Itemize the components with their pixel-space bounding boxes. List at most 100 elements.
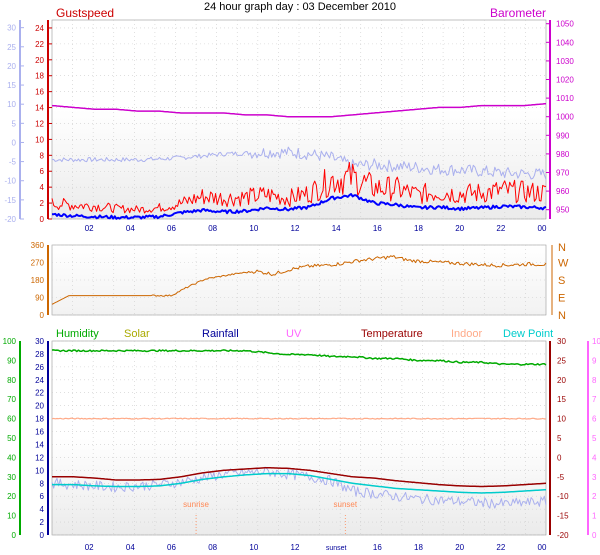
temp-right-tick-label: 20 — [557, 376, 566, 385]
uv-tick-label: 5 — [592, 434, 597, 443]
speed-tick-label: 12 — [35, 119, 44, 128]
x-tick-label: 02 — [85, 224, 94, 233]
speed-tick-label: 20 — [35, 56, 44, 65]
legend-item: Dew Point — [503, 328, 553, 340]
temp-tick-label: 12 — [35, 453, 44, 462]
compass-label: E — [558, 293, 565, 305]
speed-tick-label: 16 — [35, 88, 44, 97]
temp-tick-label: 24 — [35, 376, 44, 385]
baro-tick-label: 970 — [556, 169, 570, 178]
uv-tick-label: 9 — [592, 356, 597, 365]
temp-tick-label: 25 — [7, 43, 16, 52]
temp-tick-label: -20 — [4, 215, 16, 224]
uv-tick-label: 7 — [592, 395, 597, 404]
x-tick-label: 04 — [126, 543, 135, 552]
speed-tick-label: 2 — [40, 199, 45, 208]
x-tick-label: 18 — [414, 224, 423, 233]
uv-tick-label: 2 — [592, 492, 597, 501]
temp-right-tick-label: -20 — [557, 531, 569, 540]
x-tick-label: 22 — [496, 543, 505, 552]
temp-tick-label: 26 — [35, 363, 44, 372]
x-tick-label: 08 — [208, 224, 217, 233]
speed-tick-label: 22 — [35, 40, 44, 49]
speed-tick-label: 18 — [35, 72, 44, 81]
uv-tick-label: 4 — [592, 453, 597, 462]
uv-tick-label: 0 — [592, 531, 597, 540]
temp-right-tick-label: -15 — [557, 512, 569, 521]
compass-label: N — [558, 310, 566, 322]
temp-right-tick-label: 30 — [557, 337, 566, 346]
indoor-line — [51, 417, 547, 420]
compass-label: W — [558, 258, 569, 270]
chart-title: 24 hour graph day : 03 December 2010 — [204, 1, 396, 13]
temp-tick-label: 30 — [7, 24, 16, 33]
x-tick-label: 04 — [126, 224, 135, 233]
legend-item: Indoor — [451, 328, 483, 340]
temp-tick-label: 20 — [35, 402, 44, 411]
temp-tick-label: 15 — [7, 81, 16, 90]
uv-tick-label: 1 — [592, 512, 597, 521]
speed-tick-label: 4 — [40, 183, 45, 192]
x-tick-label: 16 — [373, 543, 382, 552]
temp-tick-label: 14 — [35, 440, 44, 449]
temp-tick-label: 22 — [35, 389, 44, 398]
gustspeed-line — [51, 162, 547, 214]
temp-right-tick-label: 25 — [557, 356, 566, 365]
humidity-tick-label: 10 — [7, 512, 16, 521]
humidity-tick-label: 50 — [7, 434, 16, 443]
temp-tick-label: 16 — [35, 428, 44, 437]
baro-tick-label: 1010 — [556, 94, 574, 103]
x-tick-label: 06 — [167, 543, 176, 552]
direction-tick-label: 90 — [35, 294, 44, 303]
baro-tick-label: 1030 — [556, 57, 574, 66]
x-tick-label: 08 — [208, 543, 217, 552]
legend-item: Temperature — [361, 328, 423, 340]
speed-tick-label: 6 — [40, 167, 45, 176]
x-tick-label: sunset — [326, 545, 347, 552]
speed-tick-label: 24 — [35, 24, 44, 33]
humidity-tick-label: 20 — [7, 492, 16, 501]
temp-tick-label: 5 — [12, 119, 17, 128]
x-tick-label: 00 — [538, 543, 547, 552]
humidity-tick-label: 60 — [7, 415, 16, 424]
baro-tick-label: 960 — [556, 187, 570, 196]
temp-tick-label: -5 — [9, 158, 17, 167]
uv-tick-label: 3 — [592, 473, 597, 482]
temperature-line — [52, 466, 547, 488]
x-tick-label: 10 — [249, 224, 258, 233]
x-tick-label: 06 — [167, 224, 176, 233]
humidity-tick-label: 70 — [7, 395, 16, 404]
baro-tick-label: 1000 — [556, 113, 574, 122]
temp-tick-label: 10 — [7, 100, 16, 109]
x-tick-label: 22 — [496, 224, 505, 233]
humidity-tick-label: 90 — [7, 356, 16, 365]
plot-area-top — [51, 19, 547, 220]
direction-tick-label: 0 — [40, 311, 45, 320]
humidity-tick-label: 80 — [7, 376, 16, 385]
barometer-line — [51, 102, 547, 118]
sunrise-label: sunrise — [183, 500, 209, 509]
baro-tick-label: 1050 — [556, 20, 574, 29]
wind-direction-line — [51, 255, 547, 305]
temp-tick-label: 0 — [12, 138, 17, 147]
temp-tick-label: 30 — [35, 337, 44, 346]
speed-tick-label: 8 — [40, 151, 45, 160]
temp-right-tick-label: 5 — [557, 434, 562, 443]
x-tick-label: 20 — [455, 224, 464, 233]
legend-item: Humidity — [56, 328, 99, 340]
uv-tick-label: 10 — [592, 337, 600, 346]
temperature-line — [51, 146, 547, 180]
temp-right-tick-label: -5 — [557, 473, 565, 482]
temp-right-tick-label: 0 — [557, 453, 562, 462]
compass-label: N — [558, 242, 566, 254]
humidity-tick-label: 30 — [7, 473, 16, 482]
x-tick-label: 14 — [332, 224, 341, 233]
baro-tick-label: 950 — [556, 206, 570, 215]
compass-label: S — [558, 275, 565, 287]
x-tick-label: 00 — [538, 224, 547, 233]
sunset-label: sunset — [334, 500, 358, 509]
dew-point-line — [52, 472, 547, 494]
x-tick-label: 20 — [455, 543, 464, 552]
temp-right-tick-label: 10 — [557, 415, 566, 424]
